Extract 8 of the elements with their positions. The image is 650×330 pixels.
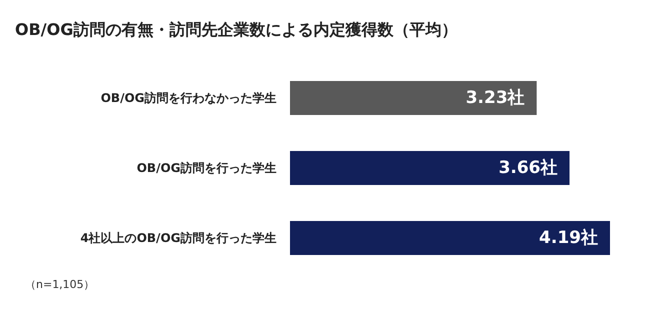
data-label: 3.23社 <box>466 88 525 108</box>
chart-title: OB/OG訪問の有無・訪問先企業数による内定獲得数（平均） <box>15 20 458 39</box>
data-label: 3.66社 <box>498 158 558 178</box>
data-label: 4.19社 <box>539 228 598 248</box>
text: （n=1,105） <box>25 278 95 291</box>
y-tick-label: OB/OG訪問を行った学生 <box>136 161 276 175</box>
y-tick-label: 4社以上のOB/OG訪問を行った学生 <box>80 231 276 245</box>
y-tick-label: OB/OG訪問を行わなかった学生 <box>100 91 276 105</box>
